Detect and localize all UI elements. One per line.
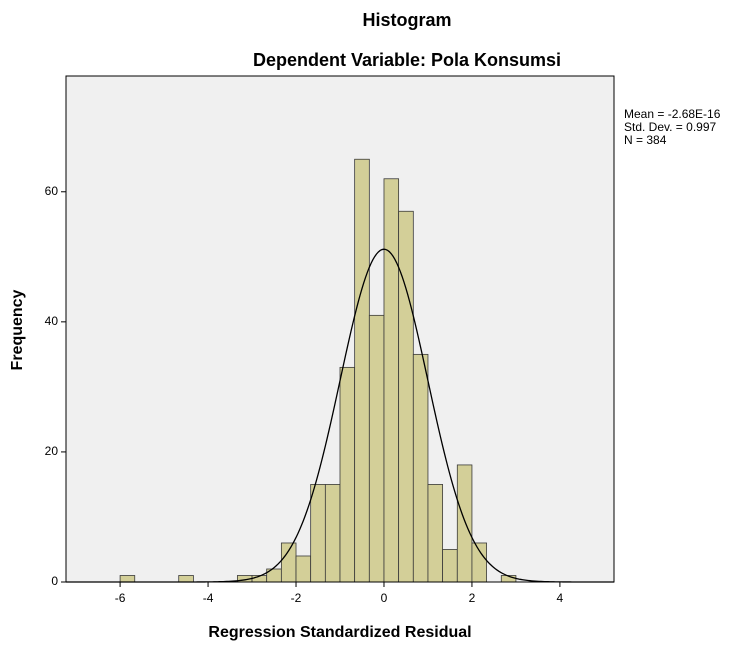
y-axis-title: Frequency <box>9 289 26 370</box>
chart-title: Histogram <box>362 10 451 30</box>
y-tick-label: 0 <box>51 574 58 588</box>
stat-sd: Std. Dev. = 0.997 <box>624 120 716 134</box>
x-tick-label: 2 <box>469 591 476 605</box>
bar <box>428 484 443 582</box>
x-tick-label: -4 <box>203 591 214 605</box>
x-axis-title: Regression Standardized Residual <box>208 624 471 641</box>
chart-subtitle: Dependent Variable: Pola Konsumsi <box>253 50 561 70</box>
stat-n: N = 384 <box>624 133 667 147</box>
bar <box>296 556 311 582</box>
bar <box>340 367 355 582</box>
bar <box>179 575 194 582</box>
x-tick-label: -6 <box>115 591 126 605</box>
y-tick-label: 40 <box>45 314 59 328</box>
bar <box>311 484 326 582</box>
stat-mean: Mean = -2.68E-16 <box>624 107 721 121</box>
bar <box>443 549 458 582</box>
bar <box>120 575 135 582</box>
bar <box>457 465 472 582</box>
bar <box>413 354 428 582</box>
bar <box>369 315 384 582</box>
bar <box>384 179 399 582</box>
y-tick-label: 20 <box>45 444 59 458</box>
bar <box>355 159 370 582</box>
x-tick-label: 4 <box>557 591 564 605</box>
bar <box>281 543 296 582</box>
chart: Histogram Dependent Variable: Pola Konsu… <box>0 0 741 645</box>
x-tick-label: 0 <box>381 591 388 605</box>
bar <box>472 543 487 582</box>
bar <box>399 211 414 582</box>
bar <box>325 484 340 582</box>
y-tick-label: 60 <box>45 184 59 198</box>
x-tick-label: -2 <box>291 591 302 605</box>
